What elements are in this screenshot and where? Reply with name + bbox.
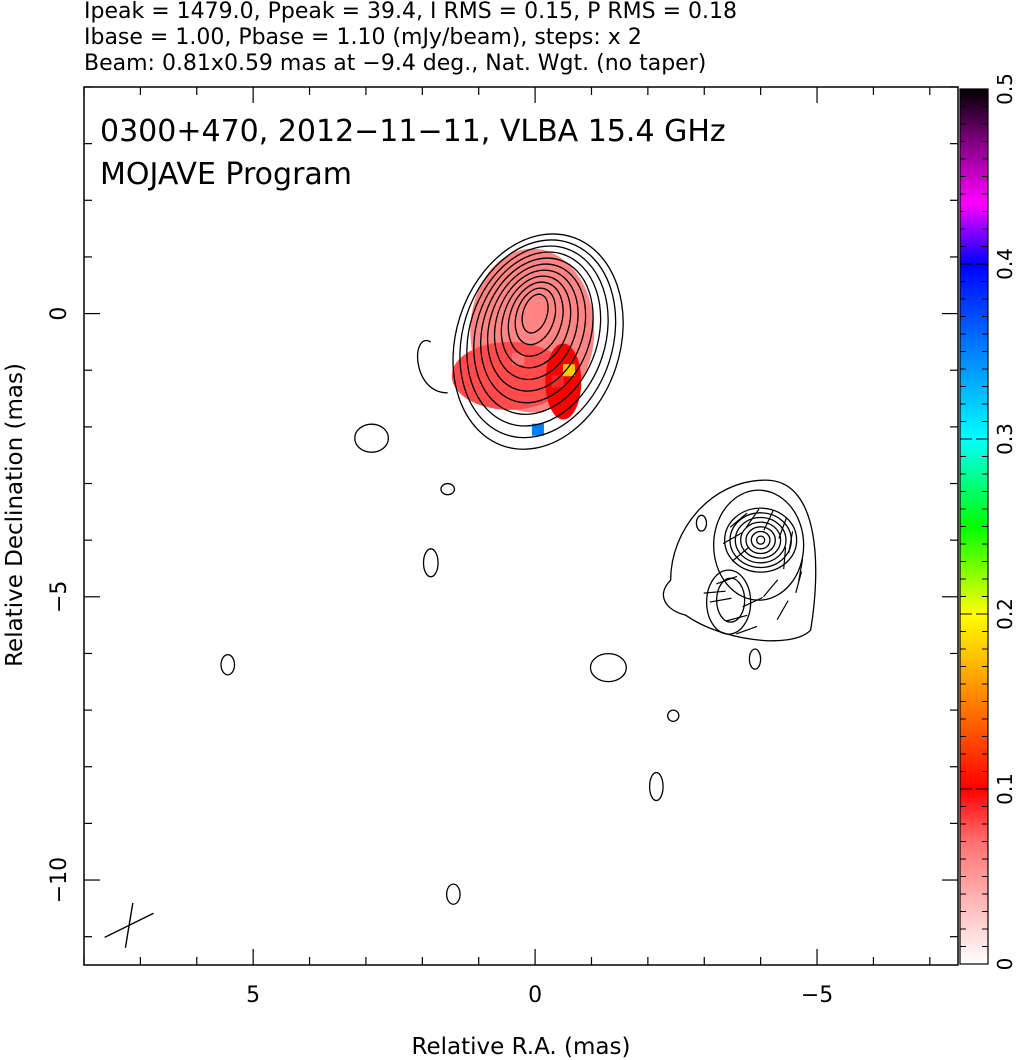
pol-vector [725,614,748,622]
pol-vector [783,547,787,570]
pol-patch [562,364,575,377]
noise-island [354,423,390,453]
core-contour [480,257,594,404]
y-axis-label: Relative Declination (mas) [2,363,28,667]
beam-marker [104,902,154,948]
pol-vector [795,571,803,593]
axis-ticks [83,86,958,965]
noise-island [589,652,627,683]
pol-region-south [451,341,568,410]
core-contour [473,251,602,415]
colorbar-tick-label: 0.5 [993,73,1017,105]
knot-contour [712,489,805,601]
noise-island [440,482,456,496]
pol-vector [788,531,794,554]
core-contour-lobe [416,339,448,394]
core-contour [459,239,617,439]
noise-island [666,709,680,723]
colorbar-tick-label: 0.3 [993,423,1017,455]
pol-vector [731,546,750,562]
x-axis-label: Relative R.A. (mas) [412,1034,631,1060]
core-contour [452,233,624,450]
pol-vector [763,579,779,597]
core-contour [507,281,564,357]
pol-patch [512,352,525,365]
pol-vector [742,596,763,608]
colorbar-tick-label: 0 [993,958,1017,971]
core-contour [521,293,549,334]
pol-patch [551,375,564,388]
core-contour [500,275,572,369]
colorbar-tick-label: 0.1 [993,773,1017,805]
noise-island [445,883,461,905]
pol-vector [729,512,748,528]
noise-island [220,654,236,676]
y-tick-label: 0 [47,307,72,321]
pol-patch [531,423,544,436]
plot-title-line-2: MOJAVE Program [100,157,352,192]
header-line-3: Beam: 0.81x0.59 mas at −9.4 deg., Nat. W… [84,51,707,76]
y-tick-label: −10 [47,857,72,903]
knot-contour [739,521,782,559]
pol-patch [517,318,530,331]
knot-contour [734,516,787,564]
plot-frame [83,86,959,966]
pol-vector [798,559,804,582]
polarization-vectors [703,508,804,635]
colorbar: 0 0.1 0.2 0.3 0.4 0.5 [959,73,1017,971]
knot-contour [750,530,771,550]
header-line-2: Ibase = 1.00, Pbase = 1.10 (mJy/beam), s… [84,25,642,50]
colorbar-tick-label: 0.4 [993,248,1017,280]
pol-vector [778,517,787,539]
pol-vector [716,575,738,585]
x-tick-labels: 5 0 −5 [246,983,833,1008]
x-tick-label: 5 [246,983,260,1008]
noise-island [648,771,664,802]
pol-vector [745,508,760,528]
pol-vector [722,532,743,545]
noise-island [748,648,762,670]
y-tick-label: −5 [47,581,72,613]
pol-vector [776,600,789,620]
x-tick-label: −5 [801,983,833,1008]
plot-title-line-1: 0300+470, 2012−11−11, VLBA 15.4 GHz [100,114,726,149]
pol-vector [736,625,758,635]
noise-island [695,514,708,532]
pol-vector [709,597,732,603]
header-line-1: Ipeak = 1479.0, Ppeak = 39.4, I RMS = 0.… [84,0,737,24]
core-contour [486,263,587,392]
knot-contour [755,535,766,545]
knot-contour-south [705,569,752,635]
pol-vector [763,509,774,531]
y-tick-labels: 0 −5 −10 [47,307,72,904]
knot-contour [745,526,776,555]
polarization-patches [451,248,595,436]
knot-contour [729,512,792,569]
core-contour [466,245,609,427]
pol-vector [703,590,726,594]
core-contour [514,287,557,346]
knot-contour-outer [662,479,817,642]
intensity-contours [220,233,817,905]
noise-island [422,548,439,578]
colorbar-tick-label: 0.2 [993,598,1017,630]
beam-minor-axis [104,912,154,939]
x-tick-label: 0 [528,983,542,1008]
core-contour [493,269,579,381]
knot-contour [723,507,798,573]
